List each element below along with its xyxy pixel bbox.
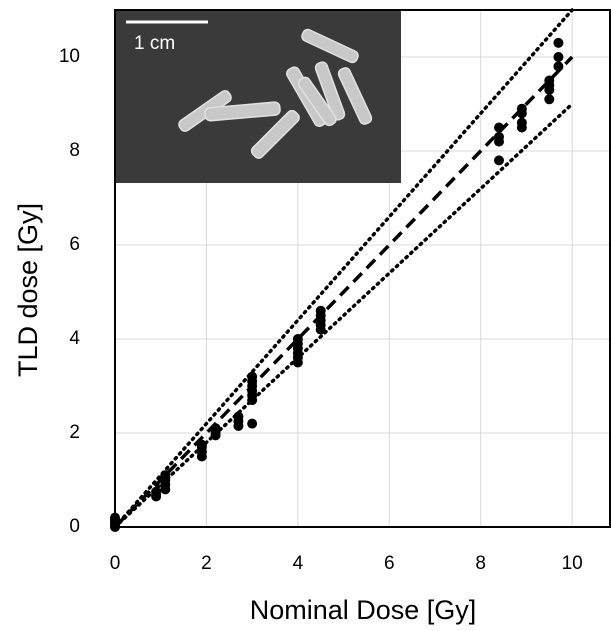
scale-label: 1 cm <box>134 33 175 54</box>
y-tick-label: 4 <box>69 328 80 349</box>
y-tick-label: 10 <box>59 46 80 67</box>
inset-photo: 1 cm <box>115 10 401 183</box>
data-point <box>553 61 564 72</box>
x-tick-label: 8 <box>475 553 486 574</box>
x-tick-label: 10 <box>562 553 583 574</box>
data-point <box>210 423 221 434</box>
data-point <box>233 411 244 422</box>
data-point <box>494 155 504 166</box>
data-point <box>494 122 504 133</box>
x-tick-label: 6 <box>384 553 395 574</box>
tld-rods <box>178 28 373 159</box>
data-point <box>544 94 555 105</box>
plot-frame <box>114 9 611 528</box>
data-point <box>516 117 527 128</box>
data-point <box>151 486 162 497</box>
data-point <box>544 75 555 86</box>
data-point <box>553 37 564 48</box>
reference-line <box>113 8 574 529</box>
data-point <box>247 371 258 382</box>
data-point <box>292 334 303 344</box>
data-point <box>516 103 527 114</box>
y-tick-label: 0 <box>69 516 80 537</box>
data-point <box>494 131 504 142</box>
data-point <box>553 52 564 62</box>
y-tick-label: 8 <box>69 140 80 161</box>
data-point <box>196 439 207 450</box>
reference-line <box>113 55 574 529</box>
data-point <box>247 418 258 429</box>
data-point <box>160 470 171 481</box>
y-tick-label: 2 <box>69 422 80 443</box>
x-tick-label: 4 <box>293 553 304 574</box>
data-point <box>110 512 120 523</box>
data-point <box>315 305 326 316</box>
reference-line <box>113 102 574 529</box>
x-tick-label: 2 <box>201 553 212 574</box>
x-axis-title: Nominal Dose [Gy] <box>250 595 477 625</box>
y-axis-title: TLD dose [Gy] <box>13 203 43 377</box>
x-tick-label: 0 <box>110 553 121 574</box>
y-tick-label: 6 <box>69 234 80 255</box>
